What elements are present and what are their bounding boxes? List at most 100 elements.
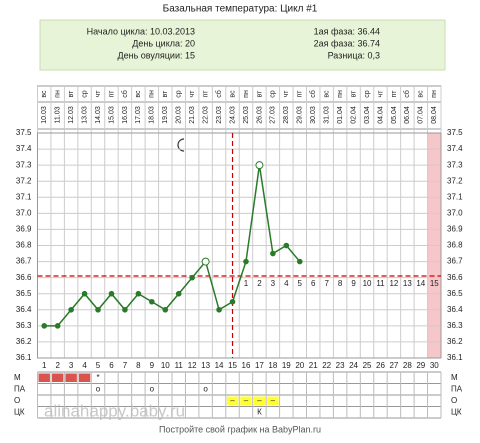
date: 31.03 (324, 106, 331, 124)
weekday: чт (95, 90, 102, 98)
x-tick-label: 7 (123, 361, 128, 370)
x-tick-label: 8 (136, 361, 141, 370)
temperature-point (243, 258, 249, 265)
weekday: чт (189, 90, 196, 98)
row-label: ПА (14, 384, 26, 393)
y-tick-label: 36.6 (16, 273, 32, 282)
weekday: ср (81, 90, 88, 98)
x-tick-label: 23 (336, 361, 345, 370)
weekday: ср (270, 90, 277, 98)
luteal-day: 6 (311, 279, 316, 288)
x-tick-label: 10 (161, 361, 170, 370)
temperature-point (41, 323, 48, 329)
plot-frame (37, 132, 442, 359)
date: 27.03 (270, 106, 277, 124)
weekday: пт (108, 90, 115, 98)
footer: Постройте свой график на BabyPlan.ru (159, 424, 321, 434)
y-tick-label-right: 37.0 (447, 208, 463, 217)
info-box (39, 19, 446, 71)
x-tick-label: 18 (268, 361, 277, 370)
temperature-point (201, 257, 210, 266)
luteal-day: 14 (416, 279, 425, 288)
info-text: 2ая фаза: 36.74 (314, 38, 380, 48)
date: 04.04 (377, 106, 384, 124)
x-tick-label: 28 (403, 361, 412, 370)
row-mark: о (203, 384, 208, 393)
date: 21.03 (189, 106, 196, 124)
temperature-point (255, 161, 264, 170)
row-fill (78, 373, 91, 382)
luteal-day: 3 (271, 279, 276, 288)
temperature-point (54, 323, 61, 329)
temperature-line (44, 165, 301, 327)
date: 14.03 (95, 106, 102, 124)
row-label-right: М (451, 373, 458, 382)
weekday: вс (418, 90, 425, 98)
date: 05.04 (391, 106, 398, 124)
weekday: пн (337, 90, 344, 98)
y-tick-label: 37.1 (16, 192, 32, 201)
weekday: пн (243, 90, 250, 98)
row-mark: – (271, 396, 276, 405)
y-tick-label-right: 36.7 (447, 257, 463, 266)
x-tick-label: 12 (188, 361, 197, 370)
weekday: чт (283, 90, 290, 98)
date: 03.04 (364, 106, 371, 124)
y-tick-label: 36.5 (16, 289, 32, 298)
x-tick-label: 20 (295, 361, 304, 370)
weekday: вс (324, 90, 331, 98)
x-tick-label: 6 (109, 361, 114, 370)
y-tick-label-right: 37.1 (447, 192, 463, 201)
y-tick-label: 36.8 (16, 241, 32, 250)
temperature-point (149, 298, 155, 305)
row-fill (226, 396, 239, 405)
date: 30.03 (310, 106, 317, 124)
row-fill (267, 396, 279, 405)
date: 13.03 (81, 106, 88, 124)
date: 29.03 (297, 106, 304, 124)
x-tick-label: 4 (82, 361, 87, 370)
y-tick-label-right: 36.6 (447, 273, 463, 282)
weekday: вт (350, 90, 357, 98)
weekday: вт (68, 90, 75, 98)
date: 16.03 (122, 106, 129, 124)
info-text: Разница: 0,3 (328, 50, 380, 60)
y-tick-label: 37.4 (16, 144, 32, 153)
date: 12.03 (68, 106, 75, 124)
temperature-point (270, 250, 276, 257)
x-tick-label: 1 (42, 361, 47, 370)
temperature-point (175, 290, 182, 297)
weekday: вс (135, 90, 142, 98)
row-mark: о (96, 384, 101, 393)
x-tick-label: 13 (201, 361, 210, 370)
row-label-right: О (451, 396, 457, 405)
x-tick-label: 16 (242, 361, 251, 370)
date: 17.03 (135, 106, 142, 124)
weekday: чт (377, 90, 384, 98)
y-tick-label-right: 37.3 (447, 160, 463, 169)
temperature-point (189, 274, 195, 281)
weekday: вс (41, 90, 48, 98)
weekday: пн (149, 90, 156, 98)
date: 10.03 (41, 106, 48, 124)
luteal-day: 12 (389, 279, 398, 288)
temperature-point (68, 306, 74, 313)
row-fill (38, 373, 50, 382)
row-mark: – (244, 396, 249, 405)
x-tick-label: 2 (55, 361, 60, 370)
row-label-right: ЦК (451, 407, 462, 416)
y-tick-label: 37.2 (16, 176, 32, 185)
temperature-point (216, 306, 222, 313)
weekday: пт (202, 90, 209, 98)
weekday: пт (297, 90, 304, 98)
temperature-point (81, 290, 88, 297)
luteal-day: 7 (324, 279, 329, 288)
weekday: вс (229, 90, 236, 98)
weekday: пн (431, 90, 438, 98)
luteal-day: 10 (363, 279, 372, 288)
x-tick-label: 19 (282, 361, 291, 370)
temperature-point (229, 298, 236, 305)
x-tick-label: 24 (349, 361, 358, 370)
moon (177, 138, 185, 152)
